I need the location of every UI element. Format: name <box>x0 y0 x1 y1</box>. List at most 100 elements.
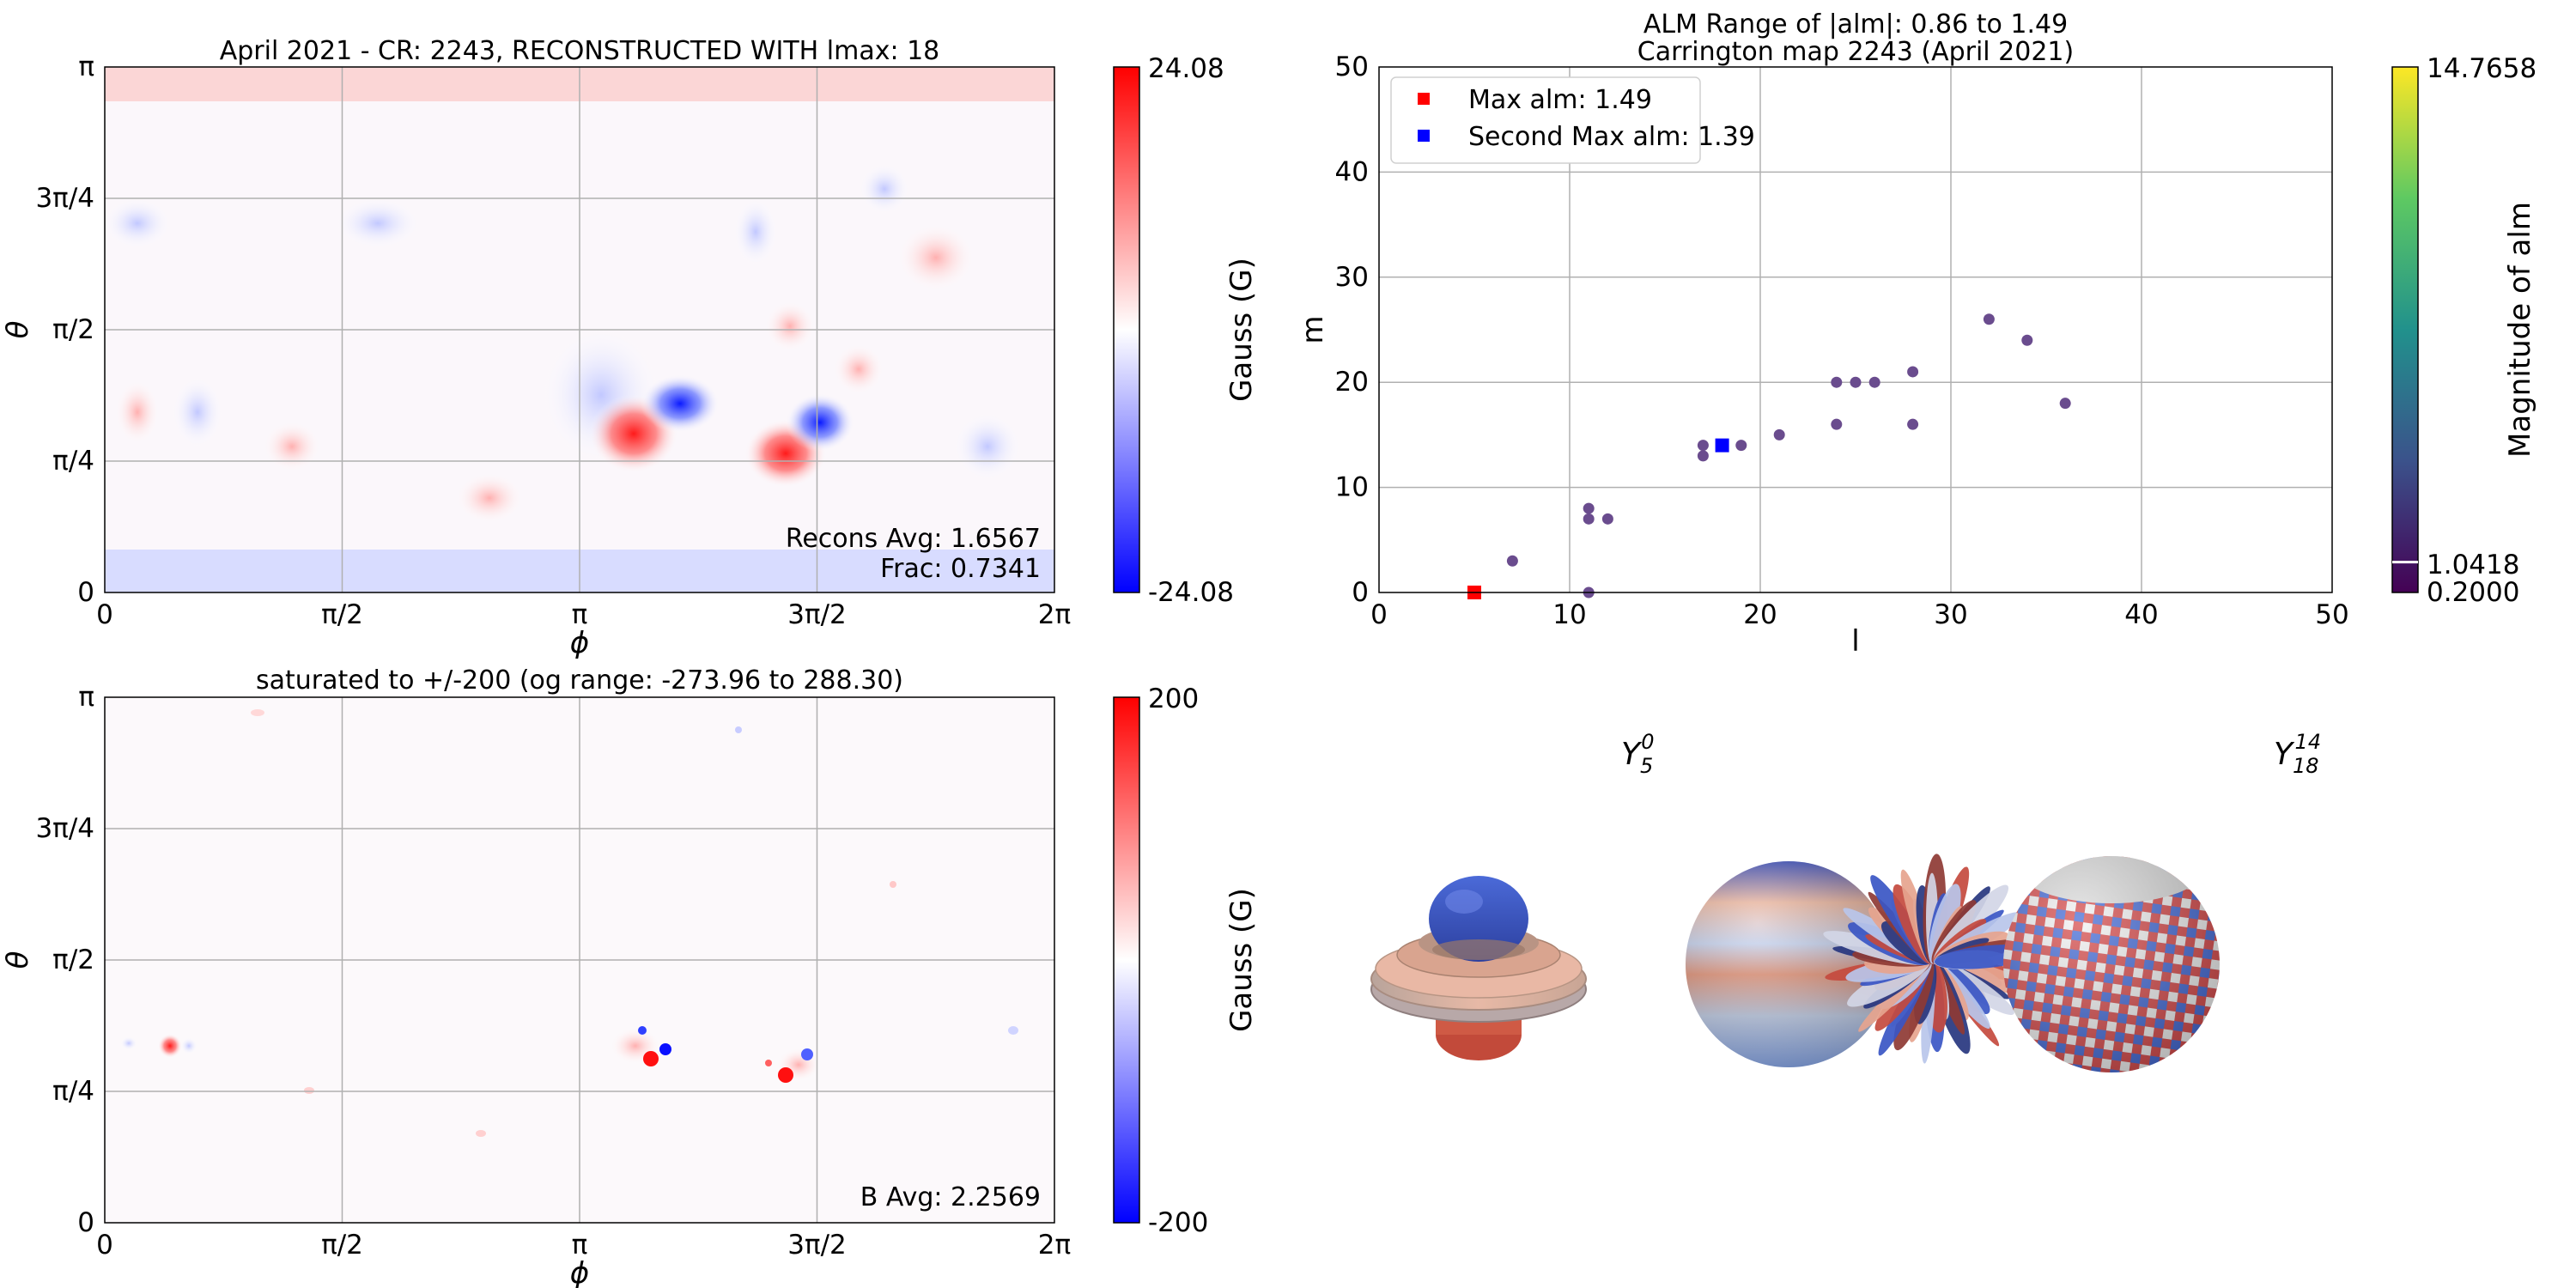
scatter-point <box>1831 376 1843 388</box>
harmonic-label-y5-0: Y50 <box>1621 730 1655 778</box>
y-tick-label: 30 <box>1335 262 1369 293</box>
y-tick-label: 40 <box>1335 156 1369 187</box>
y-tick-label: π <box>78 52 94 82</box>
panel-title: saturated to +/-200 (og range: -273.96 t… <box>256 665 903 696</box>
colorbar-bottom-left: 200 -200 Gauss (G) <box>1113 683 1259 1238</box>
colorbar-label: Magnitude of alm <box>2503 202 2537 458</box>
scatter-point <box>1868 376 1880 388</box>
x-axis-label: ϕ <box>570 1256 589 1288</box>
y-tick-label: 3π/4 <box>35 813 94 844</box>
colorbar-label: Gauss (G) <box>1224 888 1259 1032</box>
y-axis-label: θ <box>1 320 35 338</box>
colorbar-alm: 14.7658 1.0418 0.2000 Magnitude of alm <box>2391 53 2537 608</box>
y-tick-label: π <box>78 682 94 713</box>
y-tick-label: π/2 <box>52 314 94 345</box>
colorbar-min-label: -24.08 <box>1148 577 1234 608</box>
y-tick-label: 0 <box>77 1207 94 1238</box>
y-tick-labels: 0 10 20 30 40 50 <box>1335 52 1369 608</box>
reconstructed-map-panel: April 2021 - CR: 2243, RECONSTRUCTED WIT… <box>1 36 1259 660</box>
panel-title: April 2021 - CR: 2243, RECONSTRUCTED WIT… <box>220 36 940 66</box>
legend: Max alm: 1.49 Second Max alm: 1.39 <box>1390 76 1755 164</box>
x-tick-label: π/2 <box>321 599 363 630</box>
colorbar-top-left: 24.08 -24.08 Gauss (G) <box>1113 53 1259 608</box>
scatter-point <box>2021 334 2033 346</box>
y-tick-label: 0 <box>1352 577 1369 608</box>
frac-annotation: Frac: 0.7341 <box>880 554 1041 584</box>
y-tick-labels: 0 π/4 π/2 3π/4 π <box>35 682 94 1238</box>
y-tick-label: 50 <box>1335 52 1369 82</box>
colorbar-bottom-label: 0.2000 <box>2427 577 2519 608</box>
b-avg-annotation: B Avg: 2.2569 <box>860 1182 1041 1212</box>
y-axis-label: m <box>1296 315 1330 343</box>
alm-scatter-panel: 0 10 20 30 40 50 0 10 20 30 40 50 ALM Range of |al… <box>1296 9 2537 659</box>
grid-lines <box>1379 67 2332 592</box>
scatter-point <box>1983 313 1995 325</box>
y-axis-label: θ <box>1 951 35 969</box>
colorbar-gradient <box>2391 66 2419 593</box>
y-tick-label: 0 <box>77 577 94 608</box>
y18-14-3d-surface <box>1823 854 2038 1064</box>
axes-frame <box>1378 66 2333 593</box>
x-tick-label: 0 <box>1370 599 1388 630</box>
colorbar-top-label: 14.7658 <box>2427 53 2537 84</box>
grid-lines <box>105 697 1054 1223</box>
heatmap-image <box>120 709 1018 1137</box>
x-tick-label: π <box>572 1230 588 1261</box>
x-tick-label: 10 <box>1552 599 1586 630</box>
x-tick-label: 0 <box>96 599 113 630</box>
y-tick-label: π/4 <box>52 1076 94 1107</box>
x-tick-label: 3π/2 <box>787 1230 847 1261</box>
scatter-point <box>1907 418 1919 430</box>
x-tick-label: 30 <box>1934 599 1967 630</box>
y-tick-labels: 0 π/4 π/2 3π/4 π <box>35 52 94 608</box>
x-tick-label: 40 <box>2124 599 2158 630</box>
scatter-point <box>1850 376 1862 388</box>
x-axis-label: l <box>1851 624 1859 659</box>
y-tick-label: 20 <box>1335 367 1369 398</box>
x-tick-label: 2π <box>1038 599 1071 630</box>
colorbar-gradient <box>1113 66 1140 593</box>
colorbar-label: Gauss (G) <box>1224 258 1259 402</box>
x-tick-label: 3π/2 <box>787 599 847 630</box>
legend-box <box>1390 76 1701 164</box>
colorbar-mid-label: 1.0418 <box>2427 550 2519 580</box>
y5-0-3d-surface <box>1370 876 1587 1060</box>
colorbar-max-label: 200 <box>1148 683 1199 714</box>
recons-avg-annotation: Recons Avg: 1.6567 <box>786 524 1041 554</box>
scatter-point <box>1583 513 1595 525</box>
x-tick-labels: 0 π/2 π 3π/2 2π <box>96 1230 1071 1261</box>
scatter-point <box>1506 555 1518 567</box>
panel-title-line-1: ALM Range of |alm|: 0.86 to 1.49 <box>1643 9 2068 39</box>
colorbar-max-label: 24.08 <box>1148 53 1224 84</box>
y5-0-sphere <box>1686 861 1892 1067</box>
y-tick-label: π/2 <box>52 945 94 975</box>
x-tick-label: π <box>572 599 588 630</box>
colorbar-min-label: -200 <box>1148 1207 1208 1238</box>
harmonic-label-y18-14: Y1814 <box>2274 730 2321 778</box>
x-tick-label: 2π <box>1038 1230 1071 1261</box>
scatter-point <box>1583 502 1595 514</box>
legend-marker-second-max <box>1418 130 1430 142</box>
x-tick-labels: 0 10 20 30 40 50 <box>1370 599 2349 630</box>
x-tick-label: 20 <box>1743 599 1777 630</box>
y-tick-label: 10 <box>1335 472 1369 503</box>
grid-lines <box>105 67 1054 592</box>
saturated-map-panel: saturated to +/-200 (og range: -273.96 t… <box>1 665 1259 1288</box>
spherical-harmonics-panel: Y50 Y1814 <box>1370 730 2321 1072</box>
y-tick-label: π/4 <box>52 446 94 477</box>
axes-frame <box>104 66 1055 593</box>
scatter-point <box>2059 398 2071 410</box>
axes-frame <box>104 696 1055 1224</box>
scatter-point <box>1735 440 1747 452</box>
scatter-point <box>1907 366 1919 378</box>
legend-label-max: Max alm: 1.49 <box>1468 85 1652 115</box>
x-tick-label: 50 <box>2315 599 2348 630</box>
y-tick-label: 3π/4 <box>35 183 94 214</box>
second-max-alm-marker <box>1715 438 1729 453</box>
legend-marker-max <box>1418 93 1430 105</box>
scatter-point <box>1831 418 1843 430</box>
scatter-points <box>1506 313 2071 598</box>
scatter-point <box>1601 513 1613 525</box>
x-tick-label: 0 <box>96 1230 113 1261</box>
